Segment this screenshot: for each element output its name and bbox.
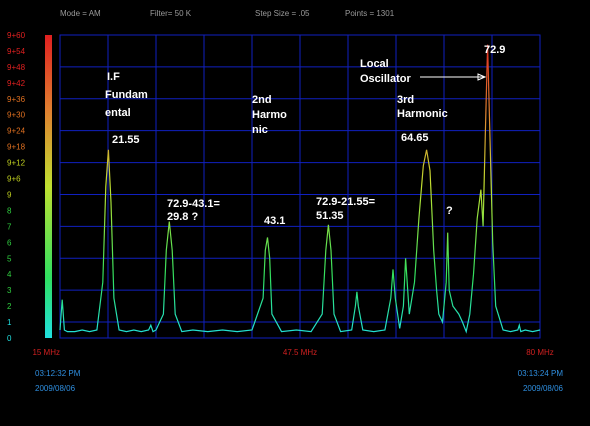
spectrum-trace bbox=[59, 44, 541, 334]
annotation: 51.35 bbox=[316, 210, 344, 222]
annotation: 2nd bbox=[252, 94, 272, 106]
y-tick-label: 9+54 bbox=[7, 47, 26, 56]
annotation: Oscillator bbox=[360, 73, 411, 85]
y-tick-label: 9+12 bbox=[7, 159, 26, 168]
annotation: Harmo bbox=[252, 109, 287, 121]
y-tick-label: 3 bbox=[7, 286, 12, 295]
annotation: ental bbox=[105, 107, 131, 119]
start-time: 03:12:32 PM bbox=[35, 369, 81, 378]
y-tick-label: 9+6 bbox=[7, 175, 21, 184]
annotation: Harmonic bbox=[397, 108, 448, 120]
x-tick-label: 15 MHz bbox=[32, 348, 60, 357]
y-tick-label: 9 bbox=[7, 190, 12, 199]
step-size: Step Size = .05 bbox=[255, 9, 310, 18]
annotation: I.F bbox=[107, 71, 120, 83]
y-tick-label: 9+48 bbox=[7, 63, 26, 72]
y-tick-label: 9+24 bbox=[7, 127, 26, 136]
start-date: 2009/08/06 bbox=[35, 384, 76, 393]
points: Points = 1301 bbox=[345, 9, 395, 18]
annotation: 64.65 bbox=[401, 132, 429, 144]
annotation: 3rd bbox=[397, 94, 414, 106]
y-tick-label: 4 bbox=[7, 270, 12, 279]
annotation: 43.1 bbox=[264, 215, 285, 227]
annotation: ? bbox=[446, 205, 453, 217]
y-tick-label: 9+30 bbox=[7, 111, 26, 120]
level-bar bbox=[45, 35, 52, 338]
y-tick-label: 9+60 bbox=[7, 31, 26, 40]
arrow-head bbox=[477, 73, 487, 81]
filter: Filter= 50 K bbox=[150, 9, 192, 18]
x-tick-label: 80 MHz bbox=[526, 348, 554, 357]
annotation: nic bbox=[252, 124, 268, 136]
end-time: 03:13:24 PM bbox=[518, 369, 564, 378]
annotation: 29.8 ? bbox=[167, 211, 198, 223]
y-tick-label: 0 bbox=[7, 334, 12, 343]
annotation: 72.9-21.55= bbox=[316, 196, 375, 208]
y-tick-label: 2 bbox=[7, 302, 12, 311]
y-tick-label: 1 bbox=[7, 318, 12, 327]
y-tick-label: 9+42 bbox=[7, 79, 26, 88]
plot-frame bbox=[59, 34, 541, 339]
y-tick-label: 5 bbox=[7, 254, 12, 263]
y-tick-label: 9+18 bbox=[7, 143, 26, 152]
x-tick-label: 47.5 MHz bbox=[283, 348, 317, 357]
annotation: 72.9 bbox=[484, 44, 505, 56]
y-tick-label: 6 bbox=[7, 238, 12, 247]
end-date: 2009/08/06 bbox=[523, 384, 564, 393]
annotation: 72.9-43.1= bbox=[167, 198, 220, 210]
y-tick-label: 7 bbox=[7, 222, 12, 231]
y-tick-label: 8 bbox=[7, 206, 12, 215]
annotation: Fundam bbox=[105, 89, 148, 101]
annotation: 21.55 bbox=[112, 134, 140, 146]
annotation: Local bbox=[360, 58, 389, 70]
mode: Mode = AM bbox=[60, 9, 101, 18]
y-tick-label: 9+36 bbox=[7, 95, 26, 104]
